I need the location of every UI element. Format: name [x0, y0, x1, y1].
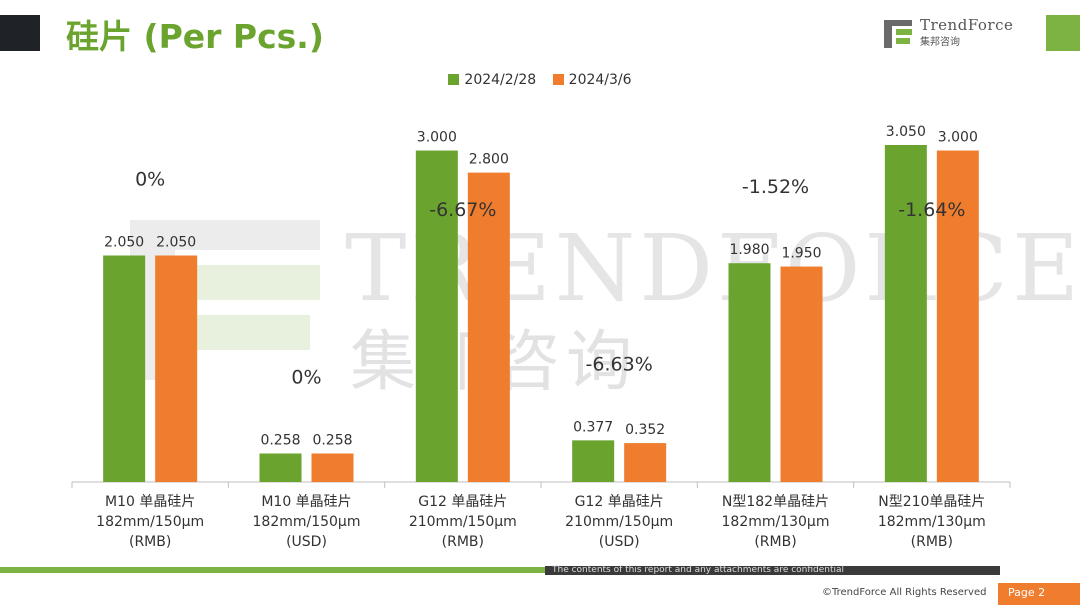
logo-name: TrendForce: [920, 16, 1014, 34]
category-label: (RMB): [129, 534, 171, 550]
category-label: (RMB): [754, 534, 796, 550]
category-label: 210mm/150μm: [409, 514, 517, 530]
data-label-series-2: 1.950: [781, 246, 821, 262]
category-label: 182mm/130μm: [878, 514, 986, 530]
trendforce-logo: TrendForce 集邦咨询: [884, 16, 1034, 50]
trendforce-logo-icon: [884, 20, 912, 48]
chart-legend: 2024/2/28 2024/3/6: [0, 72, 1080, 88]
data-label-series-1: 0.258: [260, 432, 300, 448]
bar-series-1: [728, 263, 771, 482]
category-label: M10 单晶硅片: [261, 494, 351, 510]
change-annotation: -6.67%: [429, 199, 496, 221]
data-label-series-2: 3.000: [938, 130, 978, 146]
footer-copyright: ©TrendForce All Rights Reserved: [822, 587, 987, 598]
category-label: 210mm/150μm: [565, 514, 673, 530]
bar-series-2: [624, 443, 667, 482]
change-annotation: -6.63%: [586, 353, 653, 375]
bar-series-2: [936, 150, 979, 482]
page-badge: [998, 583, 1080, 605]
category-label: 182mm/130μm: [722, 514, 830, 530]
change-annotation: 0%: [135, 168, 165, 190]
data-label-series-1: 3.050: [886, 124, 926, 140]
footer-confidential: The contents of this report and any atta…: [552, 565, 845, 575]
category-label: G12 单晶硅片: [575, 494, 664, 510]
category-label: N型210单晶硅片: [878, 494, 985, 510]
logo-subtitle: 集邦咨询: [920, 37, 960, 48]
category-label: (RMB): [911, 534, 953, 550]
bar-series-2: [311, 453, 354, 482]
category-label: N型182单晶硅片: [722, 494, 829, 510]
change-annotation: -1.64%: [898, 199, 965, 221]
change-annotation: 0%: [291, 366, 321, 388]
category-label: 182mm/150μm: [96, 514, 204, 530]
bar-series-1: [415, 150, 458, 482]
legend-label-series-1: 2024/2/28: [464, 72, 537, 88]
category-label: (RMB): [442, 534, 484, 550]
footer-line: [0, 567, 1000, 573]
bar-series-2: [155, 255, 198, 482]
data-label-series-2: 0.352: [625, 422, 665, 438]
category-label: (USD): [286, 534, 327, 550]
legend-swatch-series-2: [552, 74, 564, 85]
bar-series-1: [259, 453, 302, 482]
legend-item-series-2: 2024/3/6: [552, 72, 632, 88]
bar-series-1: [884, 145, 927, 482]
bar-series-2: [780, 266, 823, 482]
legend-label-series-2: 2024/3/6: [568, 72, 632, 88]
category-label: G12 单晶硅片: [418, 494, 507, 510]
legend-swatch-series-1: [448, 74, 460, 85]
data-label-series-1: 3.000: [417, 130, 457, 146]
change-annotation: -1.52%: [742, 176, 809, 198]
header-band-left: [0, 15, 40, 51]
header-band-right: [1046, 15, 1080, 51]
data-label-series-2: 2.800: [469, 152, 509, 168]
category-label: 182mm/150μm: [253, 514, 361, 530]
data-label-series-1: 0.377: [573, 419, 613, 435]
data-label-series-1: 2.050: [104, 234, 144, 250]
data-label-series-1: 1.980: [729, 242, 769, 258]
footer-strip: [545, 566, 1000, 575]
bar-series-2: [467, 172, 510, 482]
data-label-series-2: 2.050: [156, 234, 196, 250]
category-label: (USD): [599, 534, 640, 550]
page-title: 硅片 (Per Pcs.): [66, 17, 324, 56]
page-number: Page 2: [1008, 586, 1046, 599]
category-label: M10 单晶硅片: [105, 494, 195, 510]
data-label-series-2: 0.258: [312, 432, 352, 448]
bar-series-1: [572, 440, 615, 482]
legend-item-series-1: 2024/2/28: [448, 72, 536, 88]
bar-series-1: [103, 255, 146, 482]
